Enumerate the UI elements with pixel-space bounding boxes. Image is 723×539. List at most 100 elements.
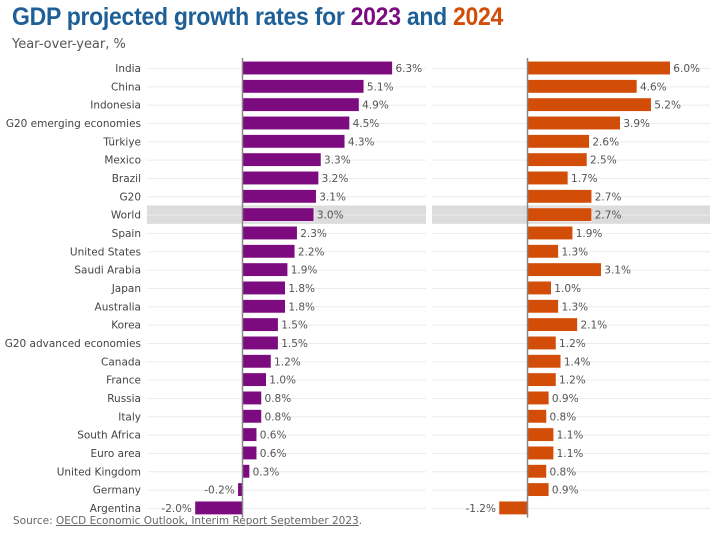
bar-2023[interactable] bbox=[242, 60, 393, 76]
value-label-2024: 1.0% bbox=[554, 283, 581, 295]
bar-2024[interactable] bbox=[527, 409, 547, 424]
bar-2024[interactable] bbox=[527, 189, 593, 204]
bar-2024[interactable] bbox=[527, 354, 562, 369]
title-middle: and bbox=[400, 3, 454, 31]
bar-2024[interactable] bbox=[527, 390, 550, 405]
value-label-2023: 0.3% bbox=[253, 466, 280, 478]
category-label: World bbox=[111, 210, 141, 222]
category-label: India bbox=[115, 63, 141, 75]
bar-2024[interactable] bbox=[527, 299, 559, 314]
value-label-2024: 0.9% bbox=[552, 485, 579, 497]
bar-2023[interactable] bbox=[242, 170, 319, 186]
bar-2023[interactable] bbox=[242, 244, 296, 259]
bar-2023[interactable] bbox=[242, 225, 298, 241]
bar-2024[interactable] bbox=[527, 79, 638, 94]
bar-2023[interactable] bbox=[242, 79, 365, 94]
bar-2023[interactable] bbox=[242, 134, 346, 149]
bar-2024[interactable] bbox=[527, 115, 621, 131]
category-label: United Kingdom bbox=[57, 466, 141, 478]
labels: India 6.3% 6.0% China 5.1% 4.6% Indonesia 4.9% 5… bbox=[5, 63, 700, 515]
category-label: Russia bbox=[107, 393, 141, 405]
category-label: Canada bbox=[101, 356, 141, 368]
category-label: Saudi Arabia bbox=[74, 265, 141, 277]
value-label-2024: 6.0% bbox=[673, 63, 700, 75]
bar-2023[interactable] bbox=[242, 207, 315, 222]
value-label-2024: 1.1% bbox=[557, 430, 584, 442]
value-label-2023: 3.3% bbox=[324, 155, 351, 167]
value-label-2023: -2.0% bbox=[161, 503, 191, 515]
bar-2023[interactable] bbox=[242, 152, 322, 167]
value-label-2024: -1.2% bbox=[465, 503, 495, 515]
value-label-2023: 5.1% bbox=[367, 81, 394, 93]
value-label-2024: 5.2% bbox=[654, 100, 681, 112]
bar-2023[interactable] bbox=[242, 427, 258, 442]
category-label: G20 advanced economies bbox=[5, 338, 141, 350]
category-label: Argentina bbox=[90, 503, 141, 515]
bar-2024[interactable] bbox=[527, 170, 569, 186]
bar-2023[interactable] bbox=[242, 262, 289, 277]
bar-2024[interactable] bbox=[527, 60, 671, 76]
bar-2024[interactable] bbox=[527, 317, 578, 332]
bar-2024[interactable] bbox=[527, 280, 552, 296]
bar-2023[interactable] bbox=[242, 317, 279, 332]
value-label-2023: 2.2% bbox=[298, 246, 325, 258]
value-label-2024: 3.9% bbox=[623, 118, 650, 130]
value-label-2023: 1.8% bbox=[288, 283, 315, 295]
bar-2024[interactable] bbox=[527, 207, 593, 222]
gridlines bbox=[147, 68, 710, 509]
category-label: Italy bbox=[118, 411, 141, 423]
category-label: China bbox=[111, 81, 141, 93]
bar-2023[interactable] bbox=[242, 409, 262, 424]
bar-2024[interactable] bbox=[527, 97, 652, 112]
category-label: G20 bbox=[120, 191, 142, 203]
value-label-2023: 1.2% bbox=[274, 356, 301, 368]
bar-2023[interactable] bbox=[242, 189, 317, 204]
bar-2024[interactable] bbox=[527, 445, 554, 460]
chart-title: GDP projected growth rates for 2023 and … bbox=[12, 3, 503, 32]
source-link[interactable]: OECD Economic Outlook, Interim Report Se… bbox=[55, 515, 359, 527]
category-label: G20 emerging economies bbox=[6, 118, 141, 130]
bar-2023[interactable] bbox=[194, 500, 243, 515]
bar-2023[interactable] bbox=[242, 464, 250, 479]
category-label: Brazil bbox=[112, 173, 141, 185]
value-label-2024: 3.1% bbox=[604, 265, 631, 277]
bar-2023[interactable] bbox=[242, 280, 286, 296]
value-label-2024: 1.2% bbox=[559, 338, 586, 350]
bar-2024[interactable] bbox=[527, 427, 554, 442]
bar-2023[interactable] bbox=[242, 372, 267, 387]
value-label-2024: 2.7% bbox=[595, 210, 622, 222]
value-label-2024: 1.2% bbox=[559, 375, 586, 387]
bar-2024[interactable] bbox=[527, 244, 559, 259]
category-label: Spain bbox=[112, 228, 141, 240]
value-label-2024: 1.4% bbox=[564, 356, 591, 368]
bar-2023[interactable] bbox=[242, 97, 360, 112]
bar-2024[interactable] bbox=[527, 152, 588, 167]
bar-2024[interactable] bbox=[527, 225, 574, 241]
value-label-2024: 0.8% bbox=[550, 411, 577, 423]
value-label-2024: 0.8% bbox=[550, 466, 577, 478]
value-label-2023: 0.8% bbox=[265, 411, 292, 423]
bar-2024[interactable] bbox=[527, 464, 547, 479]
bar-2024[interactable] bbox=[527, 335, 557, 351]
value-label-2024: 1.9% bbox=[576, 228, 603, 240]
value-label-2024: 2.6% bbox=[592, 136, 619, 148]
bar-2024[interactable] bbox=[527, 482, 550, 497]
bar-2024[interactable] bbox=[498, 500, 528, 515]
bar-2023[interactable] bbox=[242, 299, 286, 314]
title-prefix: GDP projected growth rates for bbox=[12, 3, 351, 31]
value-label-2023: 4.5% bbox=[353, 118, 380, 130]
value-label-2024: 2.7% bbox=[595, 191, 622, 203]
value-label-2023: 1.9% bbox=[291, 265, 318, 277]
category-label: Euro area bbox=[90, 448, 141, 460]
value-label-2024: 1.7% bbox=[571, 173, 598, 185]
bar-2023[interactable] bbox=[242, 445, 258, 460]
bar-2024[interactable] bbox=[527, 372, 557, 387]
bar-2024[interactable] bbox=[527, 134, 590, 149]
bar-2023[interactable] bbox=[242, 354, 272, 369]
bar-2023[interactable] bbox=[242, 390, 262, 405]
bar-2023[interactable] bbox=[242, 115, 350, 131]
value-label-2023: 0.6% bbox=[260, 448, 287, 460]
bar-2023[interactable] bbox=[242, 335, 279, 351]
bar-2024[interactable] bbox=[527, 262, 602, 277]
